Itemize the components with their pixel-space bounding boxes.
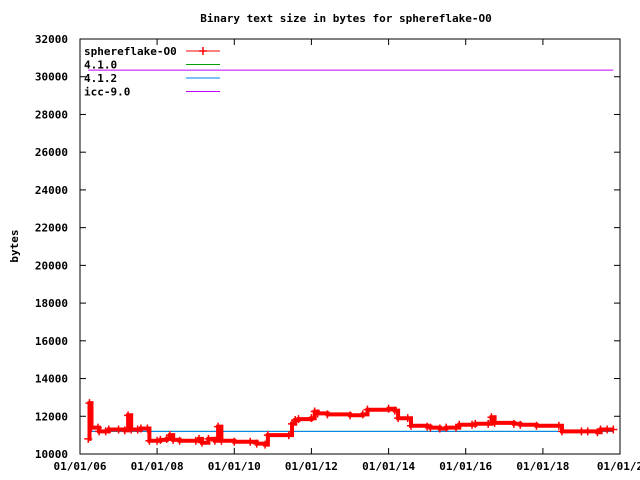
y-tick-label: 16000 xyxy=(35,335,68,348)
legend-marker xyxy=(199,47,207,55)
data-point xyxy=(363,405,372,414)
data-point xyxy=(403,414,412,423)
data-point xyxy=(390,406,399,415)
y-tick-label: 30000 xyxy=(35,71,68,84)
data-point xyxy=(261,440,270,449)
data-point xyxy=(484,419,493,428)
data-point xyxy=(490,418,499,427)
y-tick-label: 18000 xyxy=(35,297,68,310)
data-point xyxy=(252,439,261,448)
data-point xyxy=(307,414,316,423)
data-point xyxy=(165,431,174,440)
data-point xyxy=(246,437,255,446)
data-point xyxy=(145,436,154,445)
data-point xyxy=(124,411,133,420)
x-tick-label: 01/01/10 xyxy=(208,460,261,473)
y-tick-label: 12000 xyxy=(35,410,68,423)
plot-area xyxy=(84,69,618,449)
data-point xyxy=(156,435,165,444)
data-point xyxy=(204,434,213,443)
data-point xyxy=(169,435,178,444)
data-point xyxy=(442,423,451,432)
data-point xyxy=(230,437,239,446)
y-tick-label: 28000 xyxy=(35,108,68,121)
data-point xyxy=(554,421,563,430)
data-point xyxy=(609,425,618,434)
y-axis-ticks: 10000 12000 14000 16000 18000 20000 22000 24000… xyxy=(35,33,620,461)
data-point xyxy=(435,424,444,433)
data-point xyxy=(197,438,206,447)
legend-label: 4.1.0 xyxy=(84,59,117,72)
data-point xyxy=(532,421,541,430)
data-point xyxy=(558,427,567,436)
data-point xyxy=(471,419,480,428)
y-tick-label: 10000 xyxy=(35,448,68,461)
data-point xyxy=(394,414,403,423)
data-point xyxy=(120,426,129,435)
x-tick-label: 01/01/18 xyxy=(516,460,569,473)
y-tick-label: 26000 xyxy=(35,146,68,159)
y-tick-label: 22000 xyxy=(35,222,68,235)
data-point xyxy=(323,410,332,419)
data-point xyxy=(406,421,415,430)
data-point xyxy=(263,431,272,440)
x-tick-label: 01/01/16 xyxy=(439,460,492,473)
data-point xyxy=(384,404,393,413)
data-point xyxy=(114,425,123,434)
data-point xyxy=(93,423,102,432)
data-point xyxy=(346,411,355,420)
data-point xyxy=(85,399,94,408)
data-point xyxy=(217,436,226,445)
chart-title: Binary text size in bytes for sphereflak… xyxy=(200,12,491,25)
data-point xyxy=(143,424,152,433)
x-axis-ticks: 01/01/06 01/01/08 01/01/10 01/01/12 01/01/14… xyxy=(54,39,640,473)
x-tick-label: 01/01/12 xyxy=(285,460,338,473)
data-point xyxy=(313,409,322,418)
data-point xyxy=(294,415,303,424)
plot-frame xyxy=(79,38,621,455)
legend-label: 4.1.2 xyxy=(84,72,117,85)
legend-label: icc-9.0 xyxy=(84,86,130,99)
data-point xyxy=(516,420,525,429)
data-point xyxy=(284,431,293,440)
y-axis-label: bytes xyxy=(8,229,21,262)
data-point xyxy=(358,410,367,419)
data-point xyxy=(455,420,464,429)
x-tick-label: 01/01/14 xyxy=(362,460,415,473)
y-tick-label: 32000 xyxy=(35,33,68,46)
data-point xyxy=(509,419,518,428)
legend-label: sphereflake-O0 xyxy=(84,45,177,58)
x-tick-label: 01/01/2 xyxy=(597,460,640,473)
x-tick-label: 01/01/08 xyxy=(131,460,184,473)
x-tick-label: 01/01/06 xyxy=(54,460,107,473)
y-tick-label: 14000 xyxy=(35,373,68,386)
data-point xyxy=(487,413,496,422)
y-tick-label: 20000 xyxy=(35,259,68,272)
data-point xyxy=(84,434,93,443)
data-point xyxy=(426,423,435,432)
y-tick-label: 24000 xyxy=(35,184,68,197)
data-point xyxy=(583,427,592,436)
data-point xyxy=(175,436,184,445)
data-point xyxy=(104,425,113,434)
data-point xyxy=(214,422,223,431)
